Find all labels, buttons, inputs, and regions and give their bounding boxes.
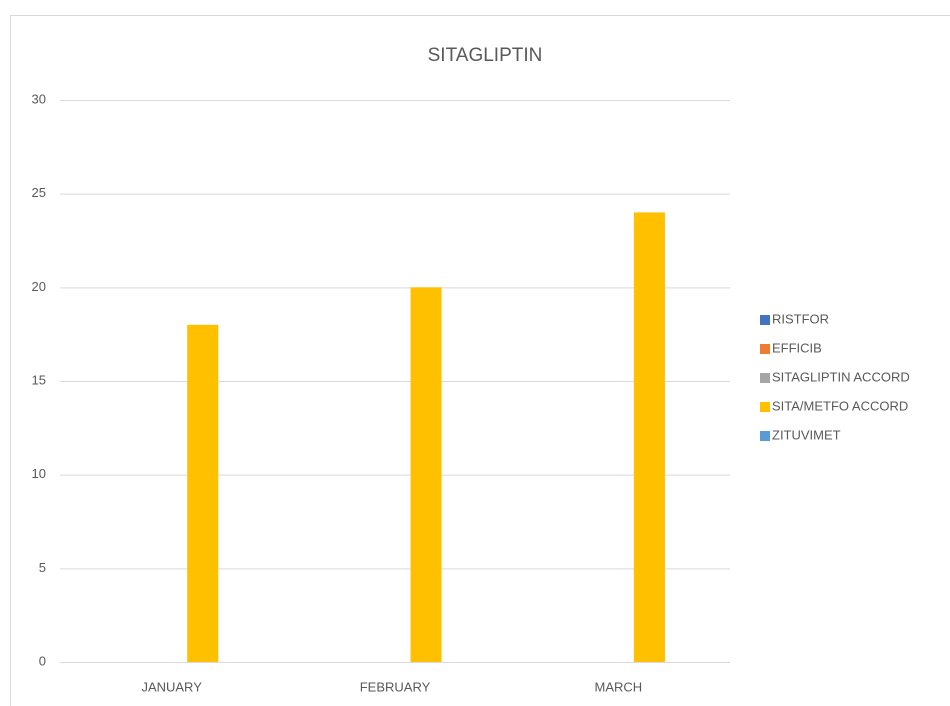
legend-swatch — [760, 373, 770, 383]
y-tick-label: 0 — [39, 653, 46, 668]
y-tick-label: 20 — [32, 279, 46, 294]
legend-label: ZITUVIMET — [772, 427, 841, 442]
y-tick-label: 15 — [32, 372, 46, 387]
chart-title: SITAGLIPTIN — [428, 45, 543, 66]
legend-label: SITA/METFO ACCORD — [772, 398, 908, 413]
legend-swatch — [760, 402, 770, 412]
legend-swatch — [760, 431, 770, 441]
y-tick-label: 10 — [32, 466, 46, 481]
legend-swatch — [760, 315, 770, 325]
bar — [633, 212, 665, 662]
bar — [410, 287, 442, 662]
y-tick-label: 30 — [32, 91, 46, 106]
legend-swatch — [760, 344, 770, 354]
x-tick-label: JANUARY — [141, 679, 202, 694]
y-tick-label: 25 — [32, 185, 46, 200]
legend-label: EFFICIB — [772, 340, 822, 355]
legend-label: RISTFOR — [772, 311, 829, 326]
legend-label: SITAGLIPTIN ACCORD — [772, 369, 910, 384]
chart-border — [10, 15, 950, 706]
x-tick-label: FEBRUARY — [360, 679, 431, 694]
x-tick-label: MARCH — [594, 679, 642, 694]
y-tick-label: 5 — [39, 560, 46, 575]
bar — [187, 324, 219, 662]
